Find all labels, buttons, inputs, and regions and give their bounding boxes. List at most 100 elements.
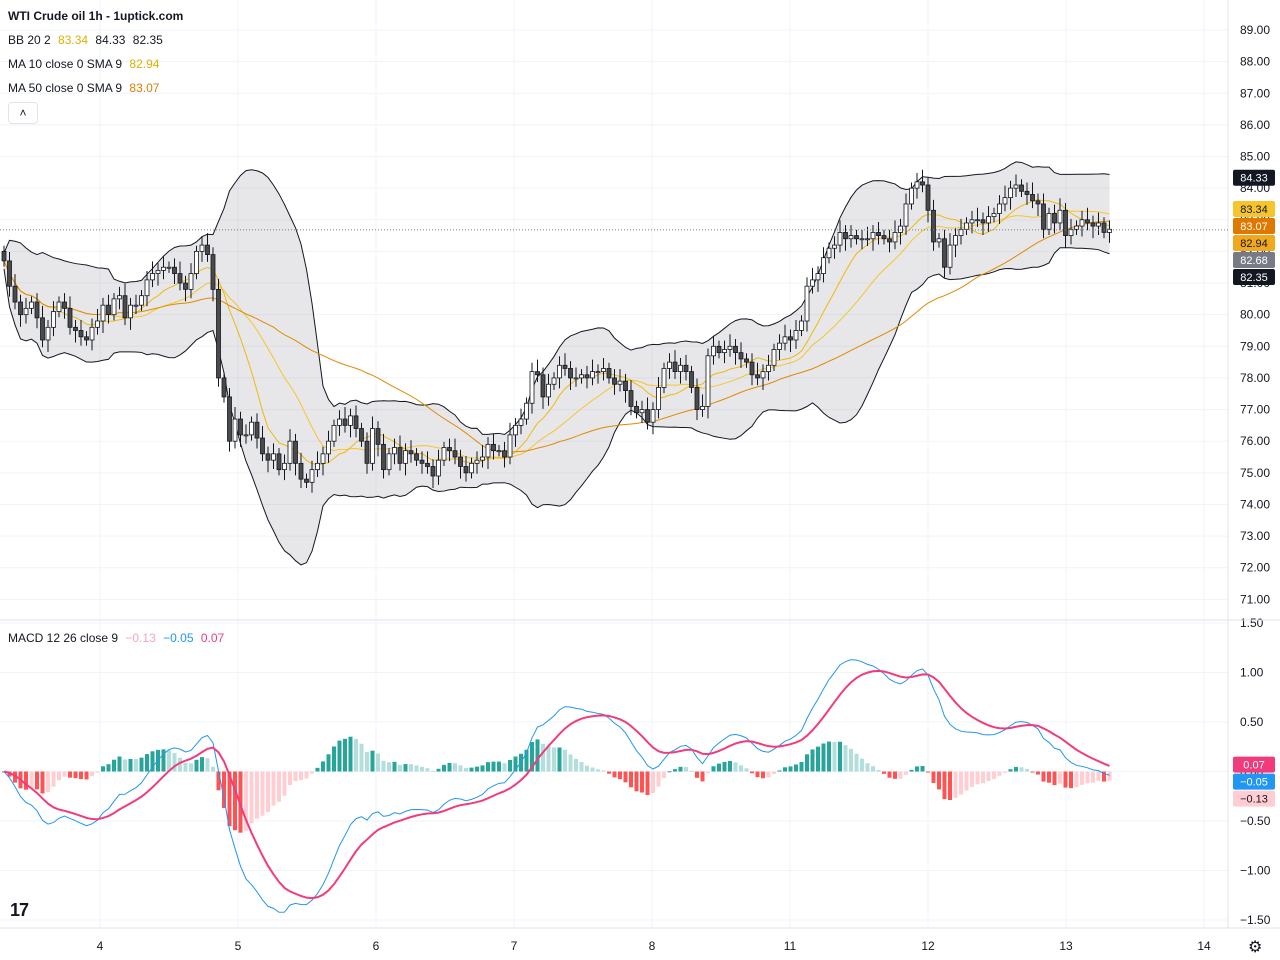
candle-body [826, 247, 832, 259]
candle-body [942, 238, 947, 268]
macd-histogram-bar [777, 770, 782, 772]
candle-body [771, 349, 777, 366]
candle-body [293, 440, 298, 464]
macd-histogram-bar [420, 766, 424, 772]
macd-histogram-bar [134, 759, 138, 772]
macd-histogram-bar [150, 751, 155, 772]
legend-bb-lower: 82.35 [132, 33, 163, 47]
macd-histogram-bar [277, 771, 281, 802]
legend-macd-signal: 0.07 [200, 631, 225, 645]
candle-body [672, 361, 678, 373]
x-tick-label: 6 [373, 939, 380, 953]
macd-histogram-bar [436, 768, 441, 772]
macd-histogram-bar [249, 771, 254, 824]
macd-histogram-bar [447, 762, 452, 772]
candle-body [1002, 197, 1008, 205]
candle-body [315, 462, 320, 471]
macd-histogram-bar [640, 771, 644, 793]
legend-ma50-value: 83.07 [129, 81, 160, 95]
macd-histogram-bar [524, 749, 529, 772]
x-tick-label: 5 [235, 939, 242, 953]
candle-body [282, 462, 287, 471]
bollinger-basis-line [3, 210, 1110, 460]
macd-histogram-bar [194, 759, 199, 772]
macd-histogram-bar [24, 771, 28, 790]
price-tick-label: 71.00 [1240, 592, 1270, 606]
candle-body [980, 219, 986, 224]
macd-histogram-bar [799, 762, 804, 772]
candle-body [1068, 228, 1074, 236]
macd-histogram-bar [700, 771, 705, 782]
macd-histogram-bar [128, 758, 133, 772]
candle-body [326, 440, 331, 455]
macd-histogram-bar [733, 762, 738, 772]
macd-histogram-bar [90, 771, 94, 777]
macd-histogram-bar [739, 765, 743, 772]
candle-body [727, 345, 733, 350]
candle-body [694, 387, 700, 410]
price-tick-label: 76.00 [1240, 434, 1270, 448]
macd-histogram-bar [13, 771, 17, 783]
macd-histogram-bar [178, 757, 182, 772]
candle-body [348, 415, 353, 426]
macd-histogram-bar [717, 763, 721, 772]
macd-tick-label: 0.50 [1240, 715, 1264, 729]
macd-histogram-bar [453, 763, 457, 772]
macd-axis-label: −0.13 [1240, 794, 1268, 806]
candle-body [777, 342, 782, 350]
macd-histogram-bar [403, 764, 408, 772]
macd-histogram-bar [106, 764, 111, 772]
macd-histogram-bar [849, 748, 853, 772]
candle-body [821, 257, 826, 274]
candle-body [986, 216, 991, 224]
macd-histogram-bar [293, 771, 298, 782]
candle-body [766, 364, 771, 373]
legend-bb-basis: 83.34 [58, 33, 89, 47]
macd-histogram-bar [1014, 766, 1018, 772]
candle-body [194, 251, 199, 274]
candle-body [1085, 219, 1090, 224]
macd-histogram-bar [838, 741, 842, 772]
candle-body [914, 181, 920, 189]
macd-histogram-bar [1080, 771, 1084, 785]
macd-histogram-bar [953, 771, 958, 798]
candle-body [991, 213, 997, 218]
candle-body [793, 330, 799, 341]
price-tick-label: 86.00 [1240, 118, 1270, 132]
candle-body [969, 219, 975, 224]
macd-histogram-bar [211, 766, 215, 772]
candle-body [210, 254, 216, 290]
candle-body [568, 368, 573, 379]
candle-body [1096, 222, 1101, 227]
macd-histogram-bar [51, 771, 56, 787]
candle-body [815, 273, 821, 281]
candle-body [397, 447, 403, 464]
candle-body [881, 235, 887, 240]
macd-histogram-bar [95, 771, 100, 773]
macd-line [3, 659, 1110, 913]
candle-body [122, 295, 128, 319]
macd-histogram-bar [1030, 771, 1035, 773]
candle-body [441, 447, 447, 461]
candle-body [106, 304, 111, 316]
macd-histogram-bar [35, 771, 39, 790]
macd-histogram-bar [689, 770, 694, 772]
macd-histogram-bar [612, 771, 617, 778]
macd-histogram-bar [348, 736, 353, 772]
tradingview-logo[interactable]: 17 [10, 900, 29, 920]
candle-body [496, 450, 502, 453]
macd-histogram-bar [579, 762, 584, 772]
macd-histogram-bar [321, 761, 325, 772]
candle-body [1063, 209, 1068, 236]
gear-icon[interactable]: ⚙ [1248, 939, 1263, 956]
macd-histogram-bar [260, 771, 265, 816]
macd-histogram-bar [596, 769, 600, 772]
macd-histogram-bar [1058, 771, 1062, 784]
candle-body [29, 301, 34, 309]
candle-body [40, 317, 45, 341]
macd-histogram-bar [288, 771, 292, 786]
legend-macd-hist: −0.13 [125, 631, 156, 645]
candle-body [738, 352, 744, 360]
collapse-legend-button[interactable]: ˄ [8, 102, 38, 124]
